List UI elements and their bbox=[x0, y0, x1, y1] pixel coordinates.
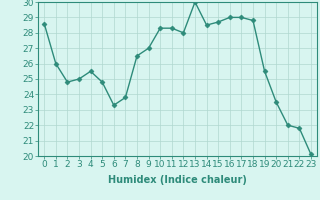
X-axis label: Humidex (Indice chaleur): Humidex (Indice chaleur) bbox=[108, 175, 247, 185]
